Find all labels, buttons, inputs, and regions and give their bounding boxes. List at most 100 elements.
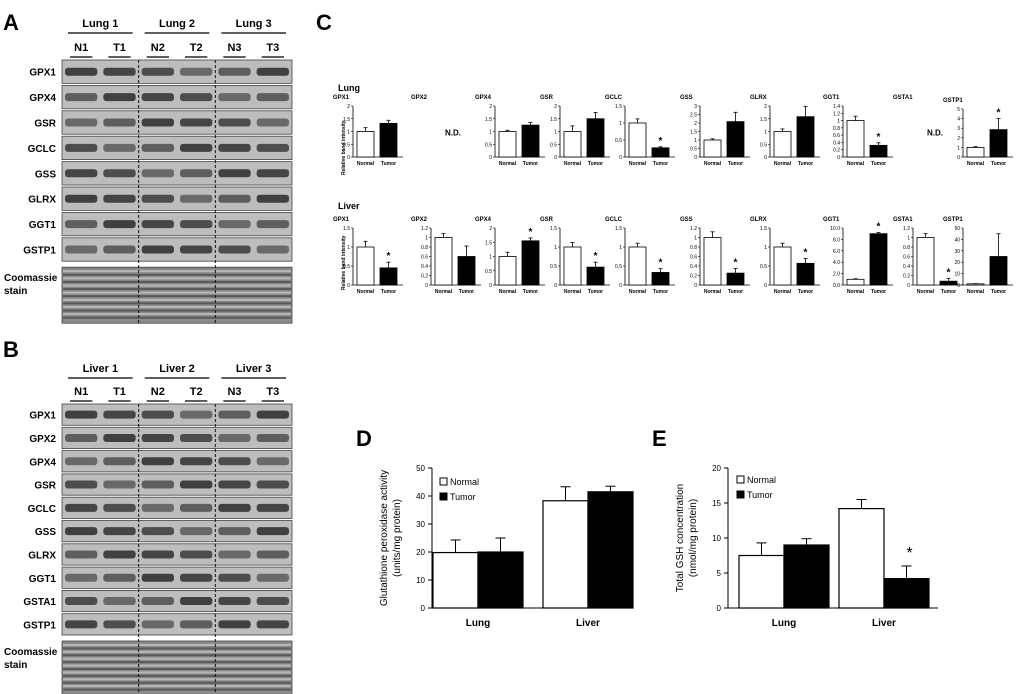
significance-marker: *	[906, 545, 912, 562]
blot-row-label-glrx: GLRX	[28, 195, 56, 206]
blot-lane-label-t1: T1	[113, 386, 126, 398]
y-tick-label: 5	[717, 569, 722, 578]
lung-chart-category-label: Normal	[967, 161, 985, 167]
blot-strip-glrx	[61, 543, 293, 566]
bar-tumor-lung	[783, 544, 830, 609]
lung-chart-tick-label: 2	[694, 121, 697, 127]
liver-chart-tick-label: 10.0	[830, 226, 840, 232]
lung-chart-tick-label: 1	[764, 130, 767, 136]
blot-band	[103, 245, 136, 254]
legend-swatch-normal	[439, 477, 448, 486]
western-blot-liver: Liver 1 Liver 2 Liver 3 N1 T1 N2 T2 N3 T3 GPX1 GPX…	[4, 363, 293, 694]
blot-band	[103, 620, 136, 629]
lung-chart-tick-label: 4	[957, 117, 960, 123]
lung-chart-category-label: Tumor	[523, 161, 538, 167]
blot-group-label-lung-2: Lung 2	[159, 18, 195, 30]
blot-band	[180, 143, 213, 152]
lung-chart-tick-label: 1.4	[833, 104, 840, 110]
y-axis-title: Total GSH concentration	[675, 484, 686, 592]
blot-band	[65, 457, 98, 466]
liver-chart-category-label: Tumor	[871, 289, 886, 295]
liver-chart-title-gpx2: GPX2	[411, 217, 428, 223]
liver-chart-bar-tumor	[651, 272, 670, 286]
lung-chart-category-label: Normal	[774, 161, 792, 167]
category-label-lung: Lung	[772, 618, 796, 629]
blot-band	[141, 433, 174, 442]
lung-chart-bar-tumor	[989, 129, 1008, 158]
liver-chart-tick-label: 1.5	[343, 226, 350, 232]
lung-chart-title-gss: GSS	[680, 95, 693, 101]
liver-chart-bar-tumor	[939, 280, 958, 286]
blot-band	[65, 433, 98, 442]
blot-band	[141, 527, 174, 536]
lung-chart-tick-label: 0	[694, 155, 697, 161]
coomassie-stain-band	[63, 671, 291, 674]
lung-chart-title-gpx4: GPX4	[475, 95, 492, 101]
coomassie-stain-band	[63, 650, 291, 653]
blot-band	[180, 93, 213, 102]
liver-chart-tick-label: 0.2	[421, 274, 428, 280]
blot-band	[141, 194, 174, 203]
lung-chart-tick-label: 0.5	[485, 142, 492, 148]
blot-strip-gpx1	[61, 403, 293, 426]
lung-chart-bar-normal	[966, 146, 985, 158]
liver-chart-tick-label: 40	[954, 237, 960, 243]
liver-chart-significance-marker: *	[734, 257, 738, 268]
liver-chart-tick-label: 1.5	[615, 226, 622, 232]
blot-band	[180, 220, 213, 229]
blot-band	[218, 550, 251, 559]
lung-chart-bar-normal	[356, 131, 375, 158]
category-label-lung: Lung	[466, 618, 490, 629]
liver-chart-tick-label: 1.5	[485, 240, 492, 246]
y-tick-label: 50	[416, 464, 425, 473]
blot-band	[180, 480, 213, 489]
liver-chart-tick-label: 0.8	[421, 245, 428, 251]
lung-chart-tick-label: 1	[554, 130, 557, 136]
coomassie-stain-band	[63, 685, 291, 688]
blot-row-label-gss: GSS	[35, 169, 56, 180]
blot-band	[141, 220, 174, 229]
liver-chart-category-label: Normal	[917, 289, 935, 295]
lung-chart-significance-marker: *	[659, 136, 663, 147]
liver-chart-tick-label: 0	[957, 283, 960, 289]
lung-chart-tick-label: 0	[764, 155, 767, 161]
liver-chart-category-label: Tumor	[381, 289, 396, 295]
blot-band	[103, 503, 136, 512]
lung-chart-nd-label: N.D.	[445, 129, 461, 138]
blot-band	[218, 480, 251, 489]
blot-band	[256, 220, 289, 229]
liver-chart-tick-label: 1.5	[760, 226, 767, 232]
liver-chart-tick-label: 0.5	[485, 269, 492, 275]
row-label-lung: Lung	[338, 83, 360, 93]
blot-band	[141, 620, 174, 629]
coomassie-stain-band	[63, 288, 291, 291]
liver-chart-tick-label: 1	[489, 255, 492, 261]
blot-band	[256, 410, 289, 419]
blot-band	[218, 118, 251, 127]
blot-lane-label-n3: N3	[227, 386, 241, 398]
blot-row-label-gclc: GCLC	[28, 144, 56, 155]
coomassie-stain-band	[63, 270, 291, 273]
blot-band	[218, 457, 251, 466]
lung-chart-bar-tumor	[586, 118, 605, 158]
liver-chart-bar-tumor	[586, 266, 605, 286]
liver-chart-tick-label: 2	[489, 226, 492, 232]
lung-chart-title-gpx1: GPX1	[333, 95, 350, 101]
coomassie-stain-band	[63, 313, 291, 316]
blot-band	[180, 118, 213, 127]
lung-chart-title-glrx: GLRX	[750, 95, 767, 101]
blot-row-label-ggt1: GGT1	[29, 220, 57, 231]
lung-chart-tick-label: 2	[554, 104, 557, 110]
blot-band	[141, 550, 174, 559]
blot-band	[141, 245, 174, 254]
lung-chart-tick-label: 2	[347, 104, 350, 110]
blot-band	[256, 245, 289, 254]
blot-strip-gpx4	[61, 85, 293, 110]
blot-lane-label-n2: N2	[151, 42, 165, 54]
blot-band	[218, 93, 251, 102]
liver-chart-tick-label: 6.0	[833, 249, 840, 255]
coomassie-stain-band	[63, 309, 291, 312]
coomassie-label: Coomassie	[4, 647, 58, 658]
blot-row-label-gstp1: GSTP1	[23, 246, 56, 257]
blot-strip-gpx4	[61, 450, 293, 473]
